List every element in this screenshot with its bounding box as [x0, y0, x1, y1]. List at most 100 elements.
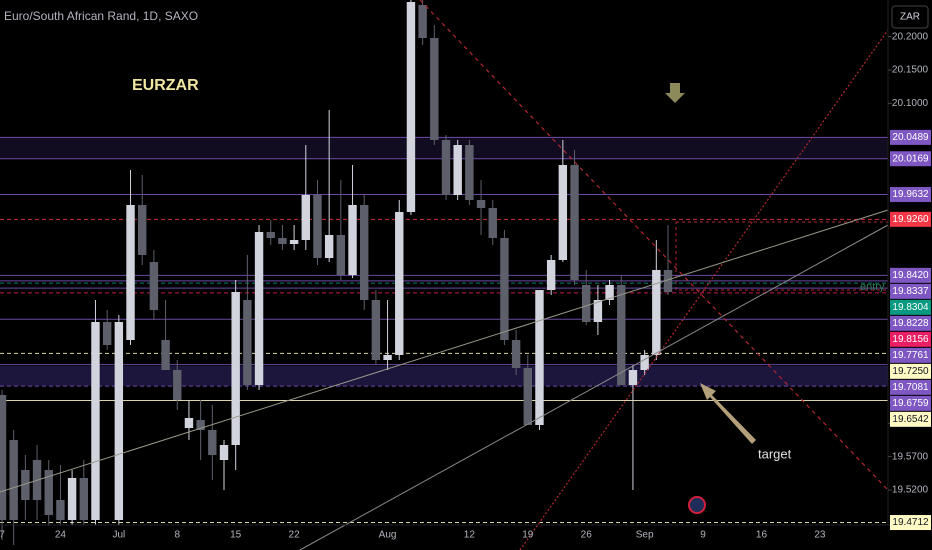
candle-body [266, 232, 275, 238]
candle-body [114, 322, 124, 520]
target-annotation: target [758, 446, 792, 461]
x-tick-label: 26 [581, 530, 593, 541]
candle-body [465, 145, 474, 200]
price-tag [890, 129, 931, 145]
price-tag-label: 19.8420 [892, 270, 929, 281]
price-tag-label: 20.0489 [892, 132, 929, 143]
axes: 20.200020.150020.100019.620019.570019.52… [0, 31, 931, 541]
symbol-annotation: EURZAR [132, 77, 199, 94]
y-tick-label: 19.5200 [892, 485, 929, 496]
price-tag-label: 19.9260 [892, 214, 929, 225]
price-tag-label: 19.4712 [892, 517, 929, 528]
candle-body [102, 322, 112, 345]
x-tick-label: 8 [174, 530, 180, 541]
x-tick-label: Jul [112, 530, 125, 541]
candle-body [663, 270, 673, 292]
price-tag-label: 19.9632 [892, 189, 929, 200]
candle-body [617, 285, 626, 385]
candle-body [418, 5, 427, 38]
candle-body [535, 290, 544, 425]
x-tick-label: Sep [636, 530, 654, 541]
candle-body [336, 235, 346, 275]
trend-line [419, 0, 889, 491]
candle-body [652, 270, 661, 355]
candle-body [219, 445, 229, 460]
price-tag [890, 395, 931, 411]
candle-body [511, 340, 521, 368]
trend-line [0, 209, 889, 493]
candle-body [348, 205, 357, 275]
candle-body [196, 420, 205, 430]
candle-body [371, 300, 381, 360]
candle-body [500, 238, 509, 340]
candle-body [628, 370, 638, 385]
y-tick-label: 20.1500 [892, 65, 929, 76]
candle-body [324, 235, 334, 258]
candle-body [138, 205, 147, 255]
price-tag [890, 331, 931, 347]
candle-body [476, 200, 486, 208]
candle-body [558, 165, 568, 260]
price-tag-label: 20.0169 [892, 153, 929, 164]
currency-button[interactable] [891, 5, 929, 29]
candle-body [9, 440, 18, 520]
target-arrow [700, 383, 756, 444]
candle-body [56, 500, 65, 520]
candle-body [289, 240, 299, 244]
x-tick-label: 15 [230, 530, 242, 541]
x-tick-label: 22 [289, 530, 301, 541]
price-tag [890, 267, 931, 283]
candle-body [430, 38, 439, 140]
y-tick-label: 20.2000 [892, 31, 929, 42]
x-tick-label: 7 [0, 530, 5, 541]
candle-body [91, 322, 100, 520]
price-tag-label: 19.8337 [892, 286, 929, 297]
price-tag [890, 411, 931, 427]
candle-body [313, 195, 322, 258]
candles [0, 0, 673, 545]
trend-line [299, 224, 889, 550]
candle-body [79, 478, 88, 520]
price-tag [890, 283, 931, 299]
down-arrow [665, 83, 685, 103]
price-tag [890, 299, 931, 315]
event-icon [688, 496, 706, 514]
y-tick-label: 19.5700 [892, 451, 929, 462]
price-tag-label: 19.6759 [892, 398, 929, 409]
y-tick-label: 20.1000 [892, 98, 929, 109]
candle-body [640, 355, 649, 370]
candle-body [523, 368, 532, 425]
candle-body [605, 285, 614, 300]
price-tag [890, 151, 931, 167]
price-tag-label: 19.8304 [892, 302, 929, 313]
candle-body [360, 205, 369, 300]
price-lines [0, 136, 888, 524]
entry-annotation: entry [860, 281, 885, 293]
price-tag-label: 19.8156 [892, 334, 929, 345]
candle-body [441, 140, 451, 195]
price-tag-label: 19.6542 [892, 414, 929, 425]
price-tag [890, 211, 931, 227]
candle-body [161, 340, 170, 370]
currency-label[interactable]: ZAR [900, 12, 920, 23]
x-tick-label: Aug [379, 530, 397, 541]
candle-body [0, 395, 7, 520]
candle-body [488, 208, 497, 238]
price-tag-label: 19.7081 [892, 382, 929, 393]
candle-body [406, 2, 416, 212]
candle-body [254, 232, 264, 385]
candle-body [243, 300, 252, 385]
candle-body [184, 418, 194, 428]
candle-body [395, 212, 404, 355]
candle-body [383, 355, 392, 360]
candle-body [570, 165, 579, 280]
candle-body [208, 430, 217, 455]
candle-body [231, 292, 240, 445]
x-tick-label: 19 [522, 530, 534, 541]
price-tag [890, 379, 931, 395]
price-tag-label: 19.7761 [892, 350, 929, 361]
price-tag-label: 19.7250 [892, 366, 929, 377]
candle-body [278, 238, 287, 244]
